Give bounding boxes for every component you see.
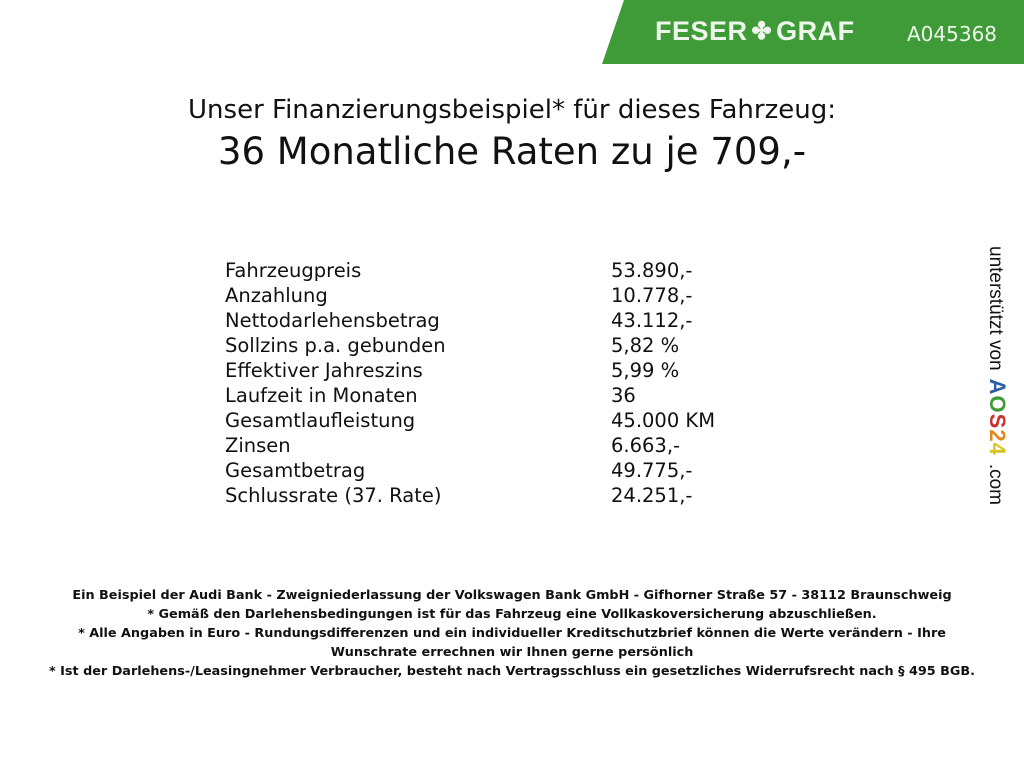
table-row: Gesamtbetrag 49.775,- (225, 458, 715, 483)
table-row: Anzahlung 10.778,- (225, 283, 715, 308)
row-label: Fahrzeugpreis (225, 259, 362, 282)
row-label: Effektiver Jahreszins (225, 359, 423, 382)
vehicle-code: A045368 (907, 22, 998, 46)
table-row: Zinsen 6.663,- (225, 433, 715, 458)
footer-line: * Ist der Darlehens-/Leasingnehmer Verbr… (48, 664, 976, 679)
table-row: Gesamtlaufleistung 45.000 KM (225, 408, 715, 433)
supported-by-text: unterstützt von (985, 246, 1006, 371)
row-value: 49.775,- (611, 459, 693, 482)
footer-disclaimer: Ein Beispiel der Audi Bank - Zweignieder… (40, 586, 984, 681)
supported-by: unterstützt von AOS24 .com (984, 246, 1010, 505)
brand-right: GRAF (776, 16, 855, 46)
title-line2: 36 Monatliche Raten zu je 709,- (217, 130, 807, 173)
row-value: 43.112,- (611, 309, 693, 332)
footer-line: Ein Beispiel der Audi Bank - Zweignieder… (72, 588, 952, 603)
row-label: Gesamtlaufleistung (225, 409, 416, 432)
finance-table: Fahrzeugpreis 53.890,- Anzahlung 10.778,- … (225, 258, 715, 508)
table-row: Sollzins p.a. gebunden 5,82 % (225, 333, 715, 358)
title-line1: Unser Finanzierungsbeispiel* für dieses … (188, 95, 836, 125)
row-value: 53.890,- (611, 259, 693, 282)
row-value: 36 (611, 384, 636, 407)
clover-icon: ✤ (751, 18, 773, 45)
brand-logo: FESER ✤ GRAF (655, 16, 855, 47)
row-label: Laufzeit in Monaten (225, 384, 418, 407)
row-label: Zinsen (225, 434, 291, 457)
table-row: Schlussrate (37. Rate) 24.251,- (225, 483, 715, 508)
brand-left: FESER (655, 16, 748, 46)
row-value: 5,99 % (611, 359, 680, 382)
row-value: 6.663,- (611, 434, 681, 457)
footer-line: * Gemäß den Darlehensbedingungen ist für… (147, 607, 877, 622)
row-label: Sollzins p.a. gebunden (225, 334, 446, 357)
brand-banner (602, 0, 1024, 64)
row-label: Anzahlung (225, 284, 328, 307)
row-label: Schlussrate (37. Rate) (225, 484, 442, 507)
row-value: 24.251,- (611, 484, 693, 507)
row-value: 45.000 KM (611, 409, 716, 432)
table-row: Nettodarlehensbetrag 43.112,- (225, 308, 715, 333)
row-label: Gesamtbetrag (225, 459, 366, 482)
table-row: Laufzeit in Monaten 36 (225, 383, 715, 408)
footer-line: * Alle Angaben in Euro - Rundungsdiffere… (78, 626, 946, 660)
row-label: Nettodarlehensbetrag (225, 309, 440, 332)
row-value: 5,82 % (611, 334, 680, 357)
table-row: Fahrzeugpreis 53.890,- (225, 258, 715, 283)
row-value: 10.778,- (611, 284, 693, 307)
supported-by-domain: .com (985, 463, 1006, 506)
aos24-logo: AOS24 (985, 378, 1010, 456)
table-row: Effektiver Jahreszins 5,99 % (225, 358, 715, 383)
